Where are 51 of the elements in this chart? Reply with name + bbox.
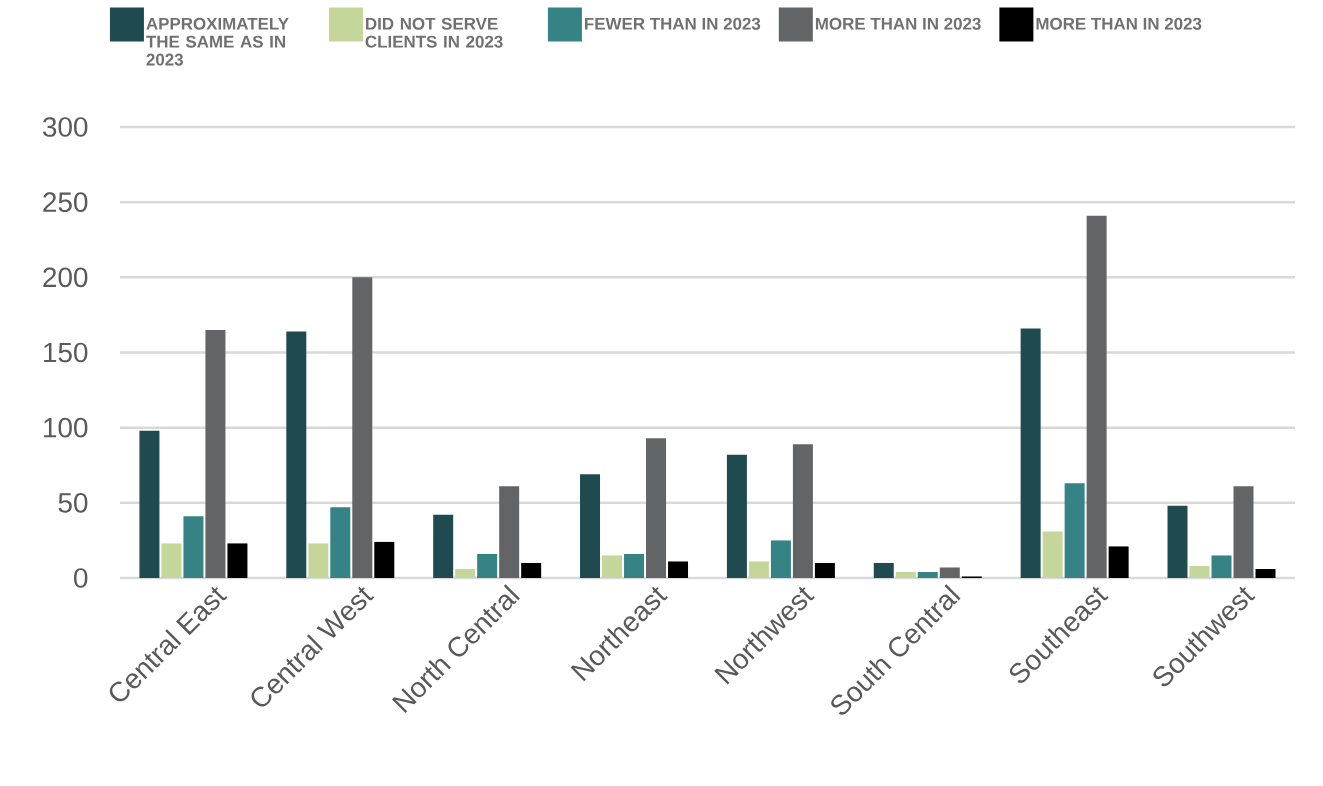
bar: [1064, 483, 1085, 578]
y-tick-label: 150: [44, 342, 88, 363]
bar: [895, 571, 916, 578]
bar: [602, 555, 623, 578]
bar: [1086, 215, 1107, 578]
bar: [286, 331, 307, 578]
bar: [917, 571, 938, 578]
legend-label: MORE THAN IN 2023: [1036, 17, 1202, 30]
bar: [668, 561, 689, 578]
bar: [374, 541, 395, 578]
bar: [227, 543, 248, 578]
bar: [352, 277, 373, 578]
bar: [1189, 565, 1210, 578]
bar: [748, 561, 769, 578]
bar: [939, 567, 960, 578]
bar: [792, 444, 813, 578]
y-tick-label: 250: [43, 192, 88, 213]
bar: [1233, 486, 1254, 578]
bar: [330, 507, 351, 578]
legend-label: FEWER THAN IN 2023: [585, 17, 761, 30]
y-tick-label: 300: [43, 117, 88, 137]
y-tick-label: 50: [58, 492, 88, 513]
y-tick-label: 200: [43, 267, 88, 288]
bar: [205, 329, 226, 578]
bar: [1167, 505, 1188, 578]
bar: [139, 430, 160, 578]
bar: [1255, 568, 1276, 578]
bar: [308, 543, 329, 578]
legend-label: DID NOT SERVE CLIENTS IN 2023: [365, 17, 503, 48]
bar: [1042, 531, 1063, 578]
bar: [624, 553, 645, 578]
bar: [477, 553, 498, 578]
bar: [521, 562, 542, 578]
bar: [1108, 546, 1129, 578]
y-tick-label: 100: [44, 417, 88, 438]
bar: [646, 438, 667, 578]
bar: [1020, 328, 1041, 578]
bar: [770, 540, 791, 578]
legend-label: MORE THAN IN 2023: [815, 17, 981, 30]
bar: [726, 454, 747, 578]
bar: [1211, 555, 1232, 578]
legend-label: APPROXIMATELY THE SAME AS IN 2023: [146, 17, 289, 66]
bar: [161, 543, 182, 578]
bar: [499, 486, 520, 578]
bar: [873, 562, 894, 578]
bar: [183, 516, 204, 578]
bar: [433, 514, 454, 578]
y-tick-label: 0: [74, 568, 88, 588]
bar: [455, 568, 476, 578]
bar: [580, 474, 601, 578]
bar: [814, 562, 835, 578]
